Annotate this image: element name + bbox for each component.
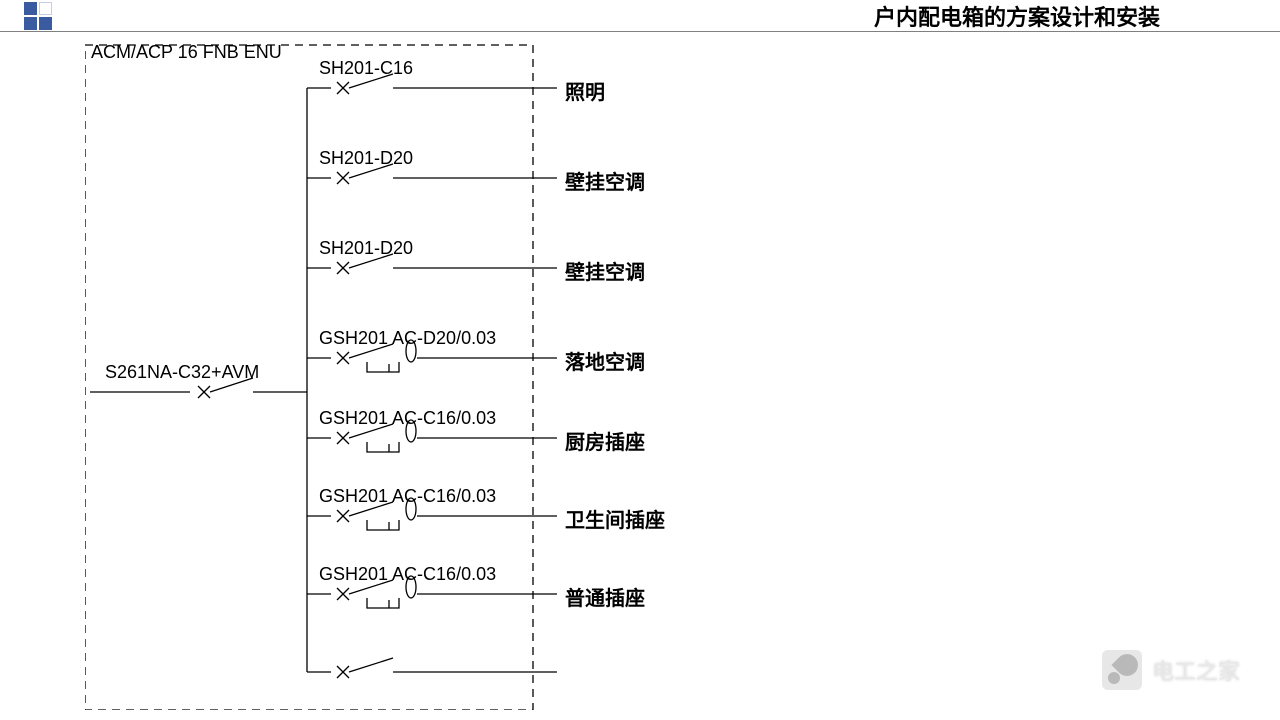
breaker-label: GSH201 AC-C16/0.03	[319, 564, 496, 585]
wechat-icon	[1102, 650, 1142, 690]
circuit-name: 厨房插座	[565, 426, 645, 455]
header-decor-boxes	[24, 2, 52, 30]
breaker-label: GSH201 AC-D20/0.03	[319, 328, 496, 349]
electrical-diagram: ACM/ACP 16 FNB ENU S261NA-C32+AVM SH201-…	[85, 40, 785, 710]
breaker-label: GSH201 AC-C16/0.03	[319, 408, 496, 429]
circuit-name: 壁挂空调	[565, 256, 645, 285]
circuit-name: 卫生间插座	[565, 504, 665, 533]
diagram-text-layer: ACM/ACP 16 FNB ENU S261NA-C32+AVM SH201-…	[85, 40, 785, 710]
main-breaker-label: S261NA-C32+AVM	[105, 362, 259, 383]
page-title: 户内配电箱的方案设计和安装	[874, 0, 1160, 32]
watermark-text: 电工之家	[1152, 654, 1240, 686]
watermark: 电工之家	[1102, 650, 1240, 690]
breaker-label: SH201-C16	[319, 58, 413, 79]
circuit-name: 落地空调	[565, 346, 645, 375]
breaker-label: SH201-D20	[319, 148, 413, 169]
header-bar: 户内配电箱的方案设计和安装	[0, 0, 1280, 32]
breaker-label: GSH201 AC-C16/0.03	[319, 486, 496, 507]
circuit-name: 壁挂空调	[565, 166, 645, 195]
circuit-name: 普通插座	[565, 582, 645, 611]
enclosure-label: ACM/ACP 16 FNB ENU	[91, 42, 282, 63]
breaker-label: SH201-D20	[319, 238, 413, 259]
circuit-name: 照明	[565, 76, 605, 105]
